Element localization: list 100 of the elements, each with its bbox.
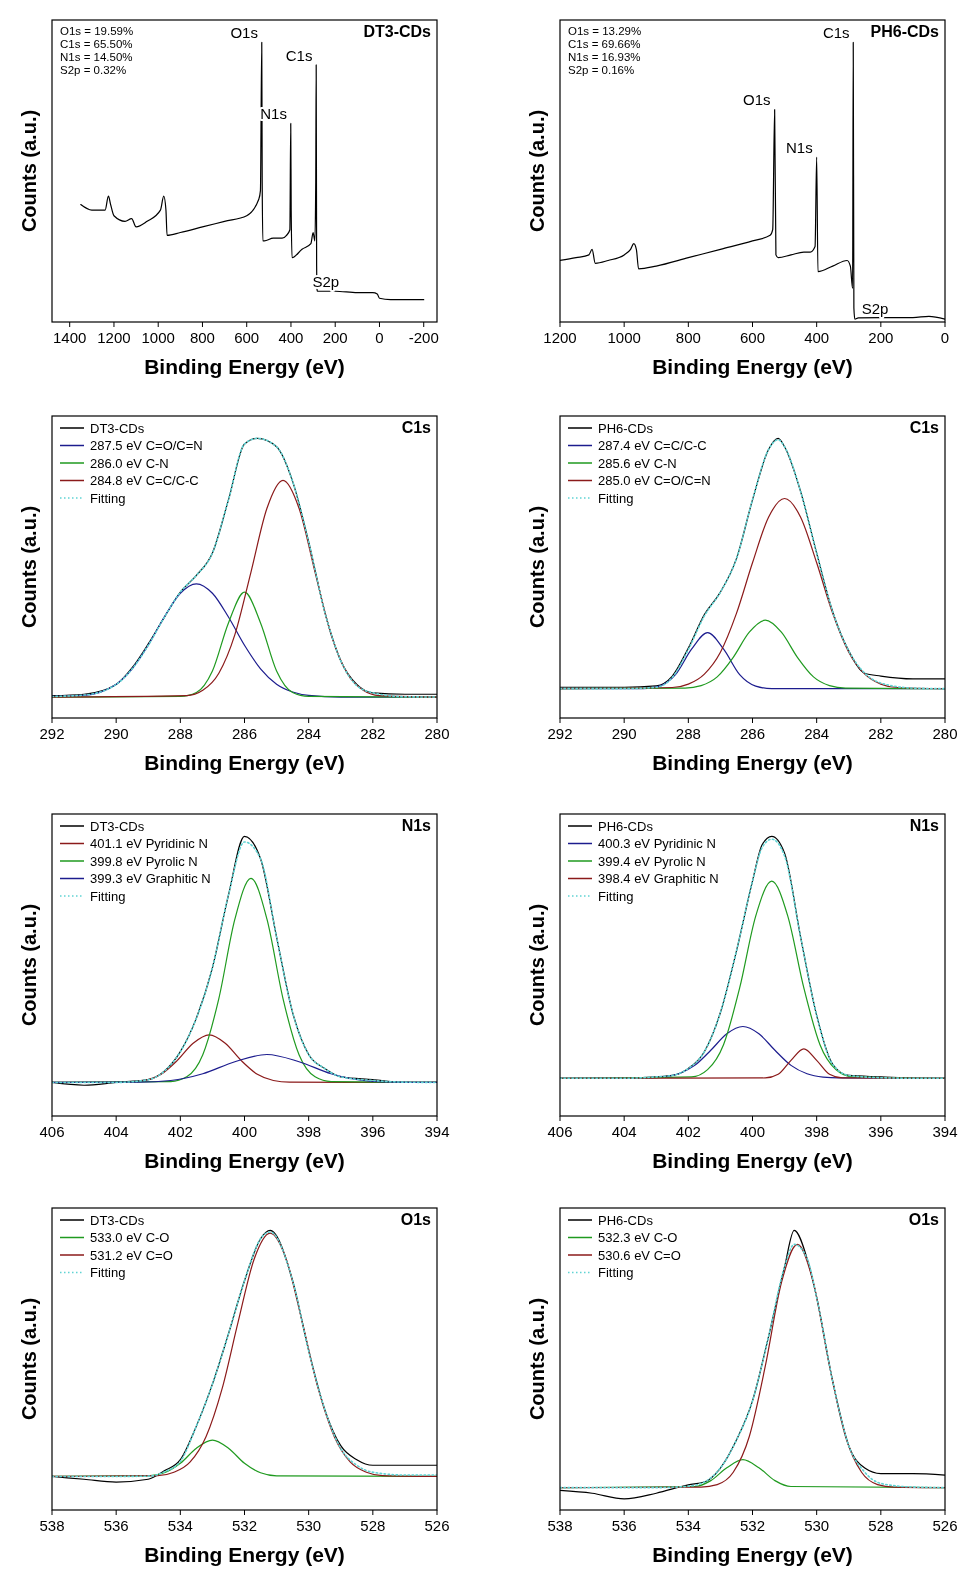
x-tick-label: 536 [611, 1517, 637, 1534]
x-tick-label: 280 [424, 725, 450, 742]
x-tick-label: 532 [739, 1517, 766, 1534]
legend-label: DT3-CDs [90, 818, 145, 834]
x-axis-title: Binding Energy (eV) [144, 1149, 345, 1172]
x-tick-label: 528 [360, 1517, 386, 1534]
x-tick-label: 538 [39, 1517, 65, 1534]
legend-label: 398.4 eV Graphitic N [598, 871, 719, 886]
x-tick-label: 394 [932, 1123, 958, 1140]
text: O1s = 19.59% [60, 25, 134, 37]
x-tick-label: 532 [231, 1517, 258, 1534]
legend-label: PH6-CDs [598, 1212, 654, 1228]
x-tick-label: 0 [375, 329, 384, 346]
legend-label: Fitting [598, 1265, 634, 1280]
y-axis-title: Counts (a.u.) [18, 1297, 40, 1421]
legend-label: 285.0 eV C=O/C=N [598, 473, 711, 488]
x-tick-label: 534 [167, 1517, 193, 1534]
x-axis-title: Binding Energy (eV) [652, 1543, 853, 1566]
x-tick-label: 286 [231, 725, 258, 742]
legend-label: DT3-CDs [90, 1212, 145, 1228]
x-tick-label: 290 [103, 725, 129, 742]
legend-label: 399.8 eV Pyrolic N [90, 853, 198, 869]
annotation: N1s = 14.50% [60, 51, 133, 63]
legend-label: 285.6 eV C-N [598, 455, 677, 471]
annotation: O1s [743, 91, 771, 109]
legend-label: 286.0 eV C-N [90, 455, 169, 471]
legend-label: 287.5 eV C=O/C=N [90, 438, 203, 453]
x-tick-label: 800 [675, 329, 701, 346]
chart-title: N1s [401, 817, 432, 834]
x-tick-label: 600 [234, 329, 260, 346]
x-tick-label: 800 [189, 329, 215, 346]
text: O1s = 13.29% [568, 25, 642, 37]
legend-label: DT3-CDs [90, 420, 145, 436]
chart-title: O1s [908, 1211, 940, 1228]
x-tick-label: 526 [932, 1517, 958, 1534]
x-tick-label: 200 [322, 329, 348, 346]
y-axis-title: Counts (a.u.) [18, 505, 40, 629]
legend-label: 530.6 eV C=O [598, 1247, 681, 1263]
x-tick-label: 526 [424, 1517, 450, 1534]
legend-label: PH6-CDs [598, 420, 654, 436]
y-axis-title: Counts (a.u.) [18, 109, 40, 233]
chart-title: DT3-CDs [363, 23, 432, 40]
y-axis-title: Counts (a.u.) [526, 505, 548, 629]
x-tick-label: 292 [547, 725, 573, 742]
x-tick-label: 400 [278, 329, 304, 346]
x-tick-label: 1200 [97, 329, 131, 346]
x-axis-title: Binding Energy (eV) [144, 355, 345, 378]
x-tick-label: 398 [804, 1123, 830, 1140]
x-tick-label: 200 [868, 329, 894, 346]
x-tick-label: 282 [360, 725, 386, 742]
legend-label: 401.1 eV Pyridinic N [90, 836, 208, 851]
chart-title: O1s [400, 1211, 432, 1228]
annotation: O1s [230, 24, 258, 42]
x-tick-label: 402 [167, 1123, 193, 1140]
chart-title: N1s [909, 817, 940, 834]
x-axis-title: Binding Energy (eV) [652, 355, 853, 378]
x-tick-label: 396 [868, 1123, 894, 1140]
annotation: C1s = 69.66% [568, 38, 641, 50]
legend-label: 399.3 eV Graphitic N [90, 871, 211, 886]
x-tick-label: 406 [547, 1123, 573, 1140]
x-axis-title: Binding Energy (eV) [144, 1543, 345, 1566]
legend-label: PH6-CDs [598, 818, 654, 834]
chart-title: C1s [909, 419, 940, 436]
x-tick-label: 284 [804, 725, 830, 742]
x-axis-title: Binding Energy (eV) [652, 1149, 853, 1172]
annotation: S2p [861, 299, 889, 317]
x-tick-label: -200 [408, 329, 439, 346]
legend-label: 531.2 eV C=O [90, 1247, 173, 1263]
x-axis-title: Binding Energy (eV) [652, 751, 853, 774]
y-axis-title: Counts (a.u.) [526, 903, 548, 1027]
legend-label: Fitting [90, 1265, 126, 1280]
x-tick-label: 534 [675, 1517, 701, 1534]
chart-title: C1s [401, 419, 432, 436]
chart-title: PH6-CDs [870, 23, 940, 40]
x-tick-label: 286 [739, 725, 766, 742]
annotation: N1s = 16.93% [568, 51, 641, 63]
x-tick-label: 404 [611, 1123, 637, 1140]
legend-label: Fitting [90, 490, 126, 506]
x-tick-label: 600 [739, 329, 766, 346]
x-tick-label: 284 [296, 725, 322, 742]
x-tick-label: 400 [804, 329, 830, 346]
x-tick-label: 292 [39, 725, 65, 742]
x-tick-label: 400 [739, 1123, 766, 1140]
x-tick-label: 1000 [141, 329, 175, 346]
x-tick-label: 396 [360, 1123, 386, 1140]
x-axis-title: Binding Energy (eV) [144, 751, 345, 774]
x-tick-label: 1400 [53, 329, 87, 346]
y-axis-title: Counts (a.u.) [526, 1297, 548, 1421]
x-tick-label: 288 [167, 725, 193, 742]
legend-label: Fitting [90, 888, 126, 904]
legend-label: 284.8 eV C=C/C-C [90, 473, 199, 488]
x-tick-label: 398 [296, 1123, 322, 1140]
annotation: S2p = 0.16% [568, 64, 635, 76]
legend-label: 287.4 eV C=C/C-C [598, 438, 707, 453]
legend-label: 400.3 eV Pyridinic N [598, 836, 716, 851]
x-tick-label: 400 [231, 1123, 258, 1140]
x-tick-label: 1200 [543, 329, 577, 346]
x-tick-label: 282 [868, 725, 894, 742]
x-tick-label: 290 [611, 725, 637, 742]
x-tick-label: 536 [103, 1517, 129, 1534]
